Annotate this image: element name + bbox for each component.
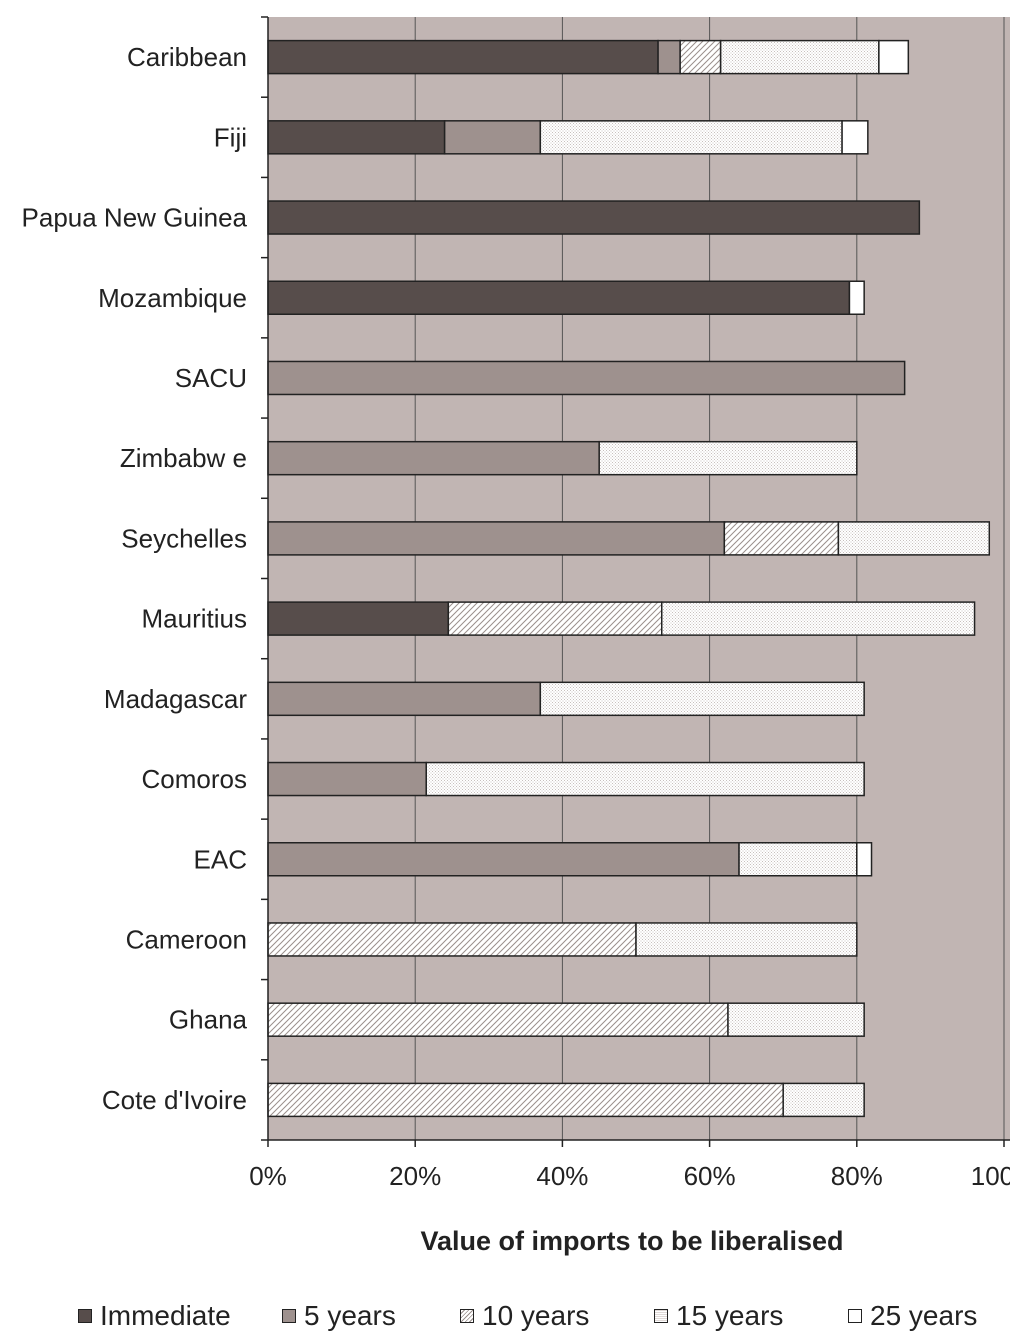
bar-segment-five-years bbox=[267, 440, 600, 476]
legend-swatch bbox=[78, 1309, 92, 1323]
bar-segment-five-years bbox=[267, 360, 906, 396]
legend-swatch bbox=[654, 1309, 668, 1323]
category-label: Madagascar bbox=[104, 684, 247, 714]
category-label: Caribbean bbox=[127, 42, 247, 72]
category-label: Fiji bbox=[214, 122, 247, 152]
bar-segment-five-years bbox=[267, 842, 740, 877]
category-label: Mozambique bbox=[98, 283, 247, 313]
bar-segment-ten-years bbox=[267, 922, 637, 957]
category-label: Papua New Guinea bbox=[22, 203, 248, 233]
bar-segment-ten-years bbox=[723, 521, 840, 556]
bar-segment-ten-years bbox=[447, 601, 663, 636]
legend-label: 10 years bbox=[482, 1300, 590, 1331]
x-tick-label: 0% bbox=[249, 1161, 287, 1191]
legend: Immediate 5 years 10 years 15 years 25 years bbox=[0, 1300, 1010, 1334]
bar-segment-twenty-five-years bbox=[848, 280, 865, 315]
x-tick-label: 100% bbox=[971, 1161, 1010, 1191]
bar-segment-immediate bbox=[267, 39, 659, 75]
bar-segment-ten-years bbox=[267, 1082, 784, 1118]
legend-item-twenty-five-years: 25 years bbox=[848, 1300, 977, 1332]
bar-segment-ten-years bbox=[267, 1002, 729, 1037]
bar-segment-fifteen-years bbox=[539, 681, 865, 717]
legend-swatch bbox=[460, 1309, 474, 1323]
bar-segment-immediate bbox=[267, 200, 921, 235]
bar-segment-fifteen-years bbox=[635, 922, 858, 957]
bar-segment-five-years bbox=[267, 521, 726, 556]
category-label: Cameroon bbox=[126, 924, 247, 954]
category-label: Ghana bbox=[169, 1005, 248, 1035]
bar-segment-immediate bbox=[267, 120, 446, 155]
x-tick-label: 60% bbox=[684, 1161, 736, 1191]
bar-segment-immediate bbox=[267, 280, 851, 315]
bar-segment-fifteen-years bbox=[598, 440, 858, 476]
category-label: Zimbabw e bbox=[120, 443, 247, 473]
category-label: EAC bbox=[194, 844, 247, 874]
bar-segment-immediate bbox=[267, 601, 450, 636]
category-label: Comoros bbox=[142, 764, 247, 794]
bar-segment-fifteen-years bbox=[727, 1002, 865, 1037]
legend-item-fifteen-years: 15 years bbox=[654, 1300, 783, 1332]
legend-item-ten-years: 10 years bbox=[460, 1300, 589, 1332]
category-label: Mauritius bbox=[142, 604, 247, 634]
bar-segment-five-years bbox=[267, 761, 427, 797]
x-tick-label: 40% bbox=[536, 1161, 588, 1191]
category-label: Cote d'Ivoire bbox=[102, 1085, 247, 1115]
bar-segment-fifteen-years bbox=[837, 521, 991, 556]
legend-item-immediate: Immediate bbox=[78, 1300, 231, 1332]
bar-segment-twenty-five-years bbox=[878, 39, 910, 75]
legend-swatch bbox=[848, 1309, 862, 1323]
bar-segment-fifteen-years bbox=[425, 761, 865, 797]
legend-label: 5 years bbox=[304, 1300, 396, 1331]
x-tick-label: 20% bbox=[389, 1161, 441, 1191]
bar-segment-fifteen-years bbox=[782, 1082, 865, 1118]
bar-segment-ten-years bbox=[679, 39, 722, 75]
category-label: SACU bbox=[175, 363, 247, 393]
bar-segment-fifteen-years bbox=[738, 842, 858, 877]
category-label: Seychelles bbox=[121, 523, 247, 553]
legend-swatch bbox=[282, 1309, 296, 1323]
bar-segment-fifteen-years bbox=[661, 601, 976, 636]
bar-segment-five-years bbox=[443, 120, 542, 155]
bar-segment-fifteen-years bbox=[719, 39, 880, 75]
legend-label: 15 years bbox=[676, 1300, 784, 1331]
bar-segment-five-years bbox=[267, 681, 542, 717]
legend-item-five-years: 5 years bbox=[282, 1300, 396, 1332]
x-axis-title: Value of imports to be liberalised bbox=[420, 1226, 843, 1256]
plot-area bbox=[268, 17, 1010, 1140]
bar-segment-five-years bbox=[657, 39, 681, 75]
stacked-bar-chart: Caribbean Fiji Papua New Guinea Mozambique S… bbox=[22, 16, 1010, 1256]
legend-label: Immediate bbox=[100, 1300, 231, 1331]
bar-segment-twenty-five-years bbox=[841, 120, 869, 155]
bar-segment-fifteen-years bbox=[539, 120, 843, 155]
x-tick-label: 80% bbox=[831, 1161, 883, 1191]
legend-label: 25 years bbox=[870, 1300, 978, 1331]
bar-segment-twenty-five-years bbox=[856, 842, 873, 877]
